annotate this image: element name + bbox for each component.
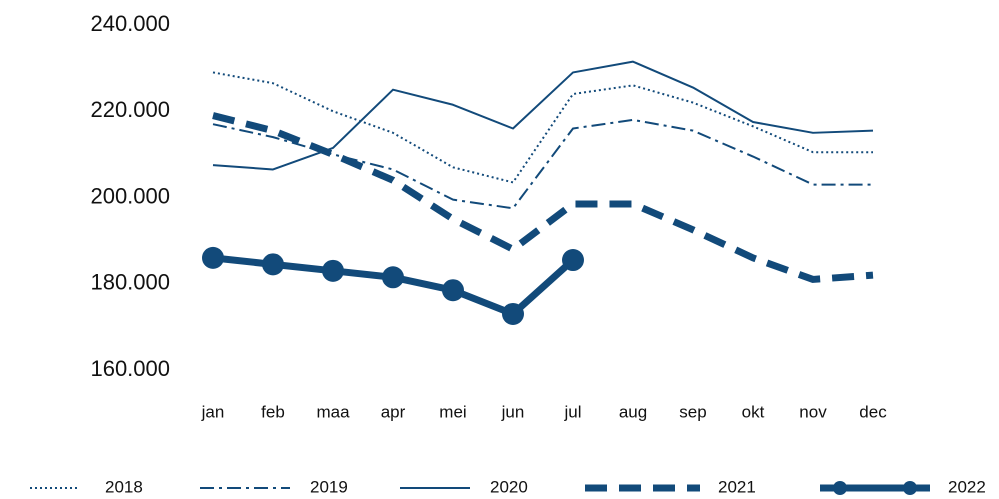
point	[562, 249, 584, 272]
point	[322, 259, 344, 282]
x-tick-label: dec	[859, 402, 887, 421]
y-tick-label: 160.000	[90, 356, 170, 381]
legend-label: 2022	[948, 477, 986, 496]
legend-label: 2019	[310, 477, 348, 496]
legend-label: 2020	[490, 477, 528, 496]
series-line	[212, 71, 873, 184]
series-line	[212, 60, 874, 171]
y-tick-label: 220.000	[90, 97, 170, 122]
legend-label: 2021	[718, 477, 756, 496]
point	[262, 253, 284, 276]
x-tick-label: nov	[799, 402, 827, 421]
x-tick-label: feb	[261, 402, 285, 421]
series-line	[212, 118, 873, 210]
x-tick-label: maa	[316, 402, 350, 421]
x-tick-label: mei	[439, 402, 466, 421]
legend-label: 2018	[105, 477, 143, 496]
point	[502, 302, 524, 325]
x-tick-label: okt	[742, 402, 765, 421]
x-tick-label: jan	[201, 402, 225, 421]
legend-marker	[833, 481, 847, 495]
x-tick-label: sep	[679, 402, 706, 421]
point	[202, 246, 224, 269]
x-tick-label: aug	[619, 402, 647, 421]
x-tick-label: apr	[381, 402, 406, 421]
point	[442, 279, 464, 302]
series-line	[212, 112, 874, 283]
y-tick-label: 180.000	[90, 270, 170, 295]
y-tick-label: 240.000	[90, 11, 170, 36]
legend-marker	[903, 481, 917, 495]
x-tick-label: jul	[563, 402, 581, 421]
x-tick-label: jun	[501, 402, 525, 421]
y-tick-label: 200.000	[90, 183, 170, 208]
point	[382, 266, 404, 289]
